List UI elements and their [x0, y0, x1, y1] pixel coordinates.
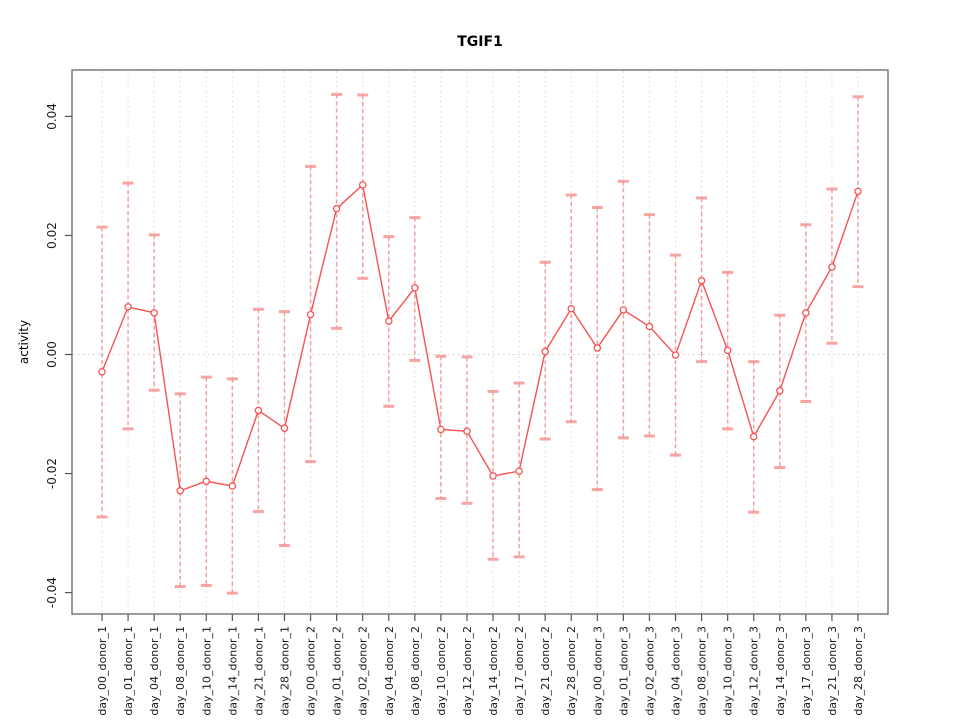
- data-point: [567, 304, 575, 313]
- x-category-label: day_28_donor_2: [565, 626, 578, 716]
- data-point: [306, 310, 315, 319]
- data-point: [515, 467, 523, 475]
- plot-border: [71, 69, 889, 615]
- data-point: [228, 482, 237, 490]
- data-point: [150, 309, 158, 317]
- data-point: [176, 487, 184, 495]
- data-point: [593, 344, 602, 352]
- x-category-label: day_10_donor_3: [722, 626, 735, 716]
- data-point: [463, 427, 471, 436]
- x-axis: day_00_donor_1 day_01_donor_1 day_04_donor…: [96, 614, 865, 716]
- gridlines: [73, 71, 887, 613]
- data-point: [723, 346, 732, 355]
- x-category-label: day_17_donor_2: [513, 626, 526, 716]
- data-points: [98, 181, 862, 495]
- x-category-label: day_01_donor_2: [331, 626, 344, 716]
- x-category-label: day_10_donor_2: [435, 626, 448, 716]
- x-category-label: day_14_donor_3: [774, 626, 787, 716]
- x-category-label: day_21_donor_1: [252, 626, 265, 716]
- data-point: [697, 276, 706, 285]
- x-category-label: day_21_donor_2: [539, 626, 552, 716]
- data-point: [202, 477, 211, 486]
- data-point: [98, 368, 106, 376]
- series-line: [101, 183, 859, 492]
- data-point: [776, 387, 784, 395]
- data-point: [749, 432, 758, 441]
- data-point: [437, 425, 445, 434]
- y-tick-label: 0.00: [45, 341, 59, 368]
- x-category-label: day_00_donor_3: [591, 626, 604, 716]
- data-point: [619, 306, 628, 314]
- x-category-label: day_08_donor_1: [174, 626, 187, 716]
- x-category-label: day_21_donor_3: [826, 626, 839, 716]
- data-point: [489, 472, 497, 480]
- x-category-label: day_14_donor_2: [487, 626, 500, 716]
- data-point: [332, 204, 341, 213]
- error-bars: [96, 92, 864, 595]
- x-category-label: day_10_donor_1: [200, 626, 213, 716]
- x-category-label: day_00_donor_2: [305, 626, 318, 716]
- x-category-label: day_17_donor_3: [800, 626, 813, 716]
- y-tick-label: -0.04: [45, 577, 59, 608]
- x-category-label: day_12_donor_3: [748, 626, 761, 716]
- y-tick-label: -0.02: [45, 458, 59, 489]
- x-category-label: day_04_donor_1: [148, 626, 161, 716]
- x-category-label: day_00_donor_1: [96, 626, 109, 716]
- data-point: [802, 309, 810, 317]
- chart-title: TGIF1: [457, 34, 503, 50]
- data-point: [645, 322, 654, 331]
- data-point: [254, 406, 263, 415]
- data-point: [411, 284, 419, 292]
- x-category-label: day_08_donor_3: [696, 626, 709, 716]
- data-point: [124, 303, 132, 311]
- data-point: [828, 263, 836, 271]
- y-axis: -0.04 -0.02 0.00 0.02 0.04: [45, 103, 72, 608]
- y-tick-label: 0.02: [45, 222, 59, 249]
- data-point: [280, 424, 289, 433]
- x-category-label: day_12_donor_2: [461, 626, 474, 716]
- x-category-label: day_01_donor_1: [122, 626, 135, 716]
- x-category-label: day_28_donor_1: [278, 626, 291, 716]
- data-point: [541, 347, 549, 356]
- x-category-label: day_04_donor_2: [383, 626, 396, 716]
- data-point: [358, 181, 367, 189]
- y-tick-label: 0.04: [45, 103, 59, 130]
- x-category-label: day_08_donor_2: [409, 626, 422, 716]
- x-category-label: day_01_donor_3: [617, 626, 630, 716]
- data-point: [671, 351, 680, 359]
- x-category-label: day_28_donor_3: [852, 626, 865, 716]
- data-point: [385, 317, 393, 325]
- x-category-label: day_02_donor_2: [357, 626, 370, 716]
- x-category-label: day_02_donor_3: [643, 626, 656, 716]
- x-category-label: day_04_donor_3: [670, 626, 683, 716]
- data-line: [101, 183, 859, 492]
- data-point: [854, 187, 862, 196]
- x-category-label: day_14_donor_1: [226, 626, 239, 716]
